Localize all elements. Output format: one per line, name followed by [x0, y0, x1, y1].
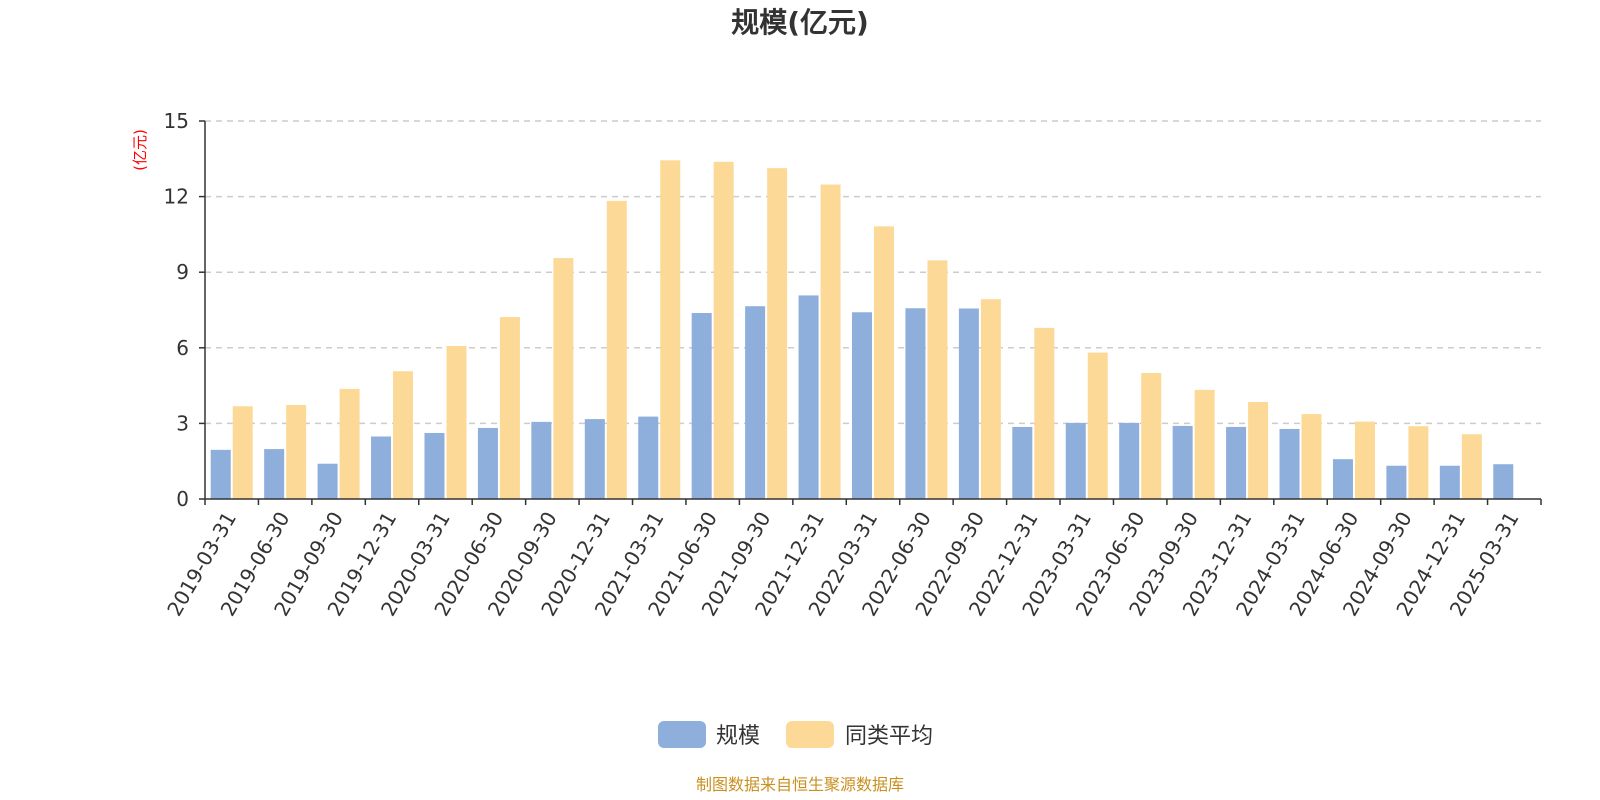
bar-series	[210, 160, 1514, 499]
bar-peer-average-2020-03-31[interactable]	[446, 346, 467, 499]
y-axis-unit: (亿元)	[131, 129, 149, 171]
y-tick-label: 12	[164, 185, 189, 209]
bar-scale-2023-06-30[interactable]	[1119, 422, 1140, 499]
bar-scale-2024-03-31[interactable]	[1279, 428, 1300, 499]
bar-peer-average-2019-12-31[interactable]	[393, 371, 414, 499]
bar-scale-2020-12-31[interactable]	[584, 419, 605, 499]
bar-peer-average-2022-06-30[interactable]	[927, 260, 948, 499]
bar-peer-average-2024-06-30[interactable]	[1354, 421, 1375, 499]
bar-peer-average-2022-03-31[interactable]	[874, 226, 894, 499]
bar-scale-2019-06-30[interactable]	[264, 449, 285, 499]
data-source-note: 制图数据来自恒生聚源数据库	[696, 775, 904, 794]
bar-scale-2019-12-31[interactable]	[371, 436, 392, 499]
bar-peer-average-2020-09-30[interactable]	[553, 258, 574, 499]
bar-scale-2021-12-31[interactable]	[798, 295, 819, 499]
x-axis-ticks: 2019-03-312019-06-302019-09-302019-12-31…	[162, 499, 1542, 620]
bar-scale-2020-09-30[interactable]	[531, 421, 552, 499]
axes	[204, 121, 1541, 500]
bar-scale-2025-03-31[interactable]	[1493, 464, 1514, 499]
bar-peer-average-2023-12-31[interactable]	[1248, 401, 1269, 499]
chart-title: 规模(亿元)	[731, 6, 869, 39]
bar-peer-average-2019-06-30[interactable]	[286, 405, 307, 499]
y-tick-label: 15	[164, 109, 189, 133]
bar-peer-average-2024-12-31[interactable]	[1461, 434, 1482, 499]
legend-label-peer-average: 同类平均	[845, 724, 933, 749]
bar-peer-average-2021-12-31[interactable]	[820, 184, 841, 499]
bar-peer-average-2019-03-31[interactable]	[232, 406, 253, 499]
y-tick-label: 0	[176, 487, 189, 511]
legend-label-scale: 规模	[716, 724, 760, 749]
legend: 规模 同类平均	[658, 721, 933, 749]
y-tick-label: 9	[176, 260, 189, 284]
bar-peer-average-2021-06-30[interactable]	[713, 161, 734, 499]
bar-scale-2019-03-31[interactable]	[210, 449, 231, 499]
bar-peer-average-2021-03-31[interactable]	[660, 160, 681, 499]
y-tick-label: 6	[176, 336, 189, 360]
legend-swatch-peer-average	[786, 721, 834, 748]
legend-item-peer-average[interactable]: 同类平均	[786, 721, 933, 749]
bar-peer-average-2023-06-30[interactable]	[1141, 373, 1162, 499]
legend-item-scale[interactable]: 规模	[658, 721, 760, 749]
bar-peer-average-2020-12-31[interactable]	[606, 200, 627, 499]
bar-scale-2024-06-30[interactable]	[1332, 459, 1353, 499]
bar-scale-2023-12-31[interactable]	[1226, 426, 1247, 499]
bar-peer-average-2022-09-30[interactable]	[980, 299, 1001, 499]
y-tick-label: 3	[176, 411, 189, 435]
bar-peer-average-2023-03-31[interactable]	[1087, 352, 1108, 499]
bar-peer-average-2023-09-30[interactable]	[1194, 389, 1215, 499]
bar-scale-2023-03-31[interactable]	[1065, 422, 1086, 499]
bar-scale-2022-12-31[interactable]	[1012, 426, 1033, 499]
bar-scale-2024-09-30[interactable]	[1386, 465, 1407, 499]
bar-peer-average-2019-09-30[interactable]	[339, 388, 360, 499]
legend-swatch-scale	[658, 721, 706, 748]
bar-scale-2023-09-30[interactable]	[1172, 425, 1193, 499]
bar-scale-2022-03-31[interactable]	[852, 312, 872, 499]
bar-peer-average-2022-12-31[interactable]	[1034, 327, 1055, 499]
bar-peer-average-2024-09-30[interactable]	[1408, 426, 1429, 499]
bar-scale-2021-06-30[interactable]	[691, 313, 712, 499]
bar-peer-average-2021-09-30[interactable]	[767, 168, 788, 499]
bar-scale-2024-12-31[interactable]	[1439, 465, 1460, 499]
bar-peer-average-2020-06-30[interactable]	[499, 317, 520, 499]
bar-scale-2021-03-31[interactable]	[638, 416, 659, 499]
bar-scale-2022-09-30[interactable]	[958, 308, 979, 499]
bar-scale-2021-09-30[interactable]	[745, 306, 766, 499]
bar-scale-2020-03-31[interactable]	[424, 432, 445, 499]
bar-scale-2020-06-30[interactable]	[477, 427, 498, 499]
bar-scale-2019-09-30[interactable]	[317, 463, 338, 499]
bar-peer-average-2024-03-31[interactable]	[1301, 414, 1322, 499]
bar-scale-2022-06-30[interactable]	[905, 308, 926, 499]
y-axis-ticks: 0 3 6 9 12 15	[164, 109, 205, 511]
